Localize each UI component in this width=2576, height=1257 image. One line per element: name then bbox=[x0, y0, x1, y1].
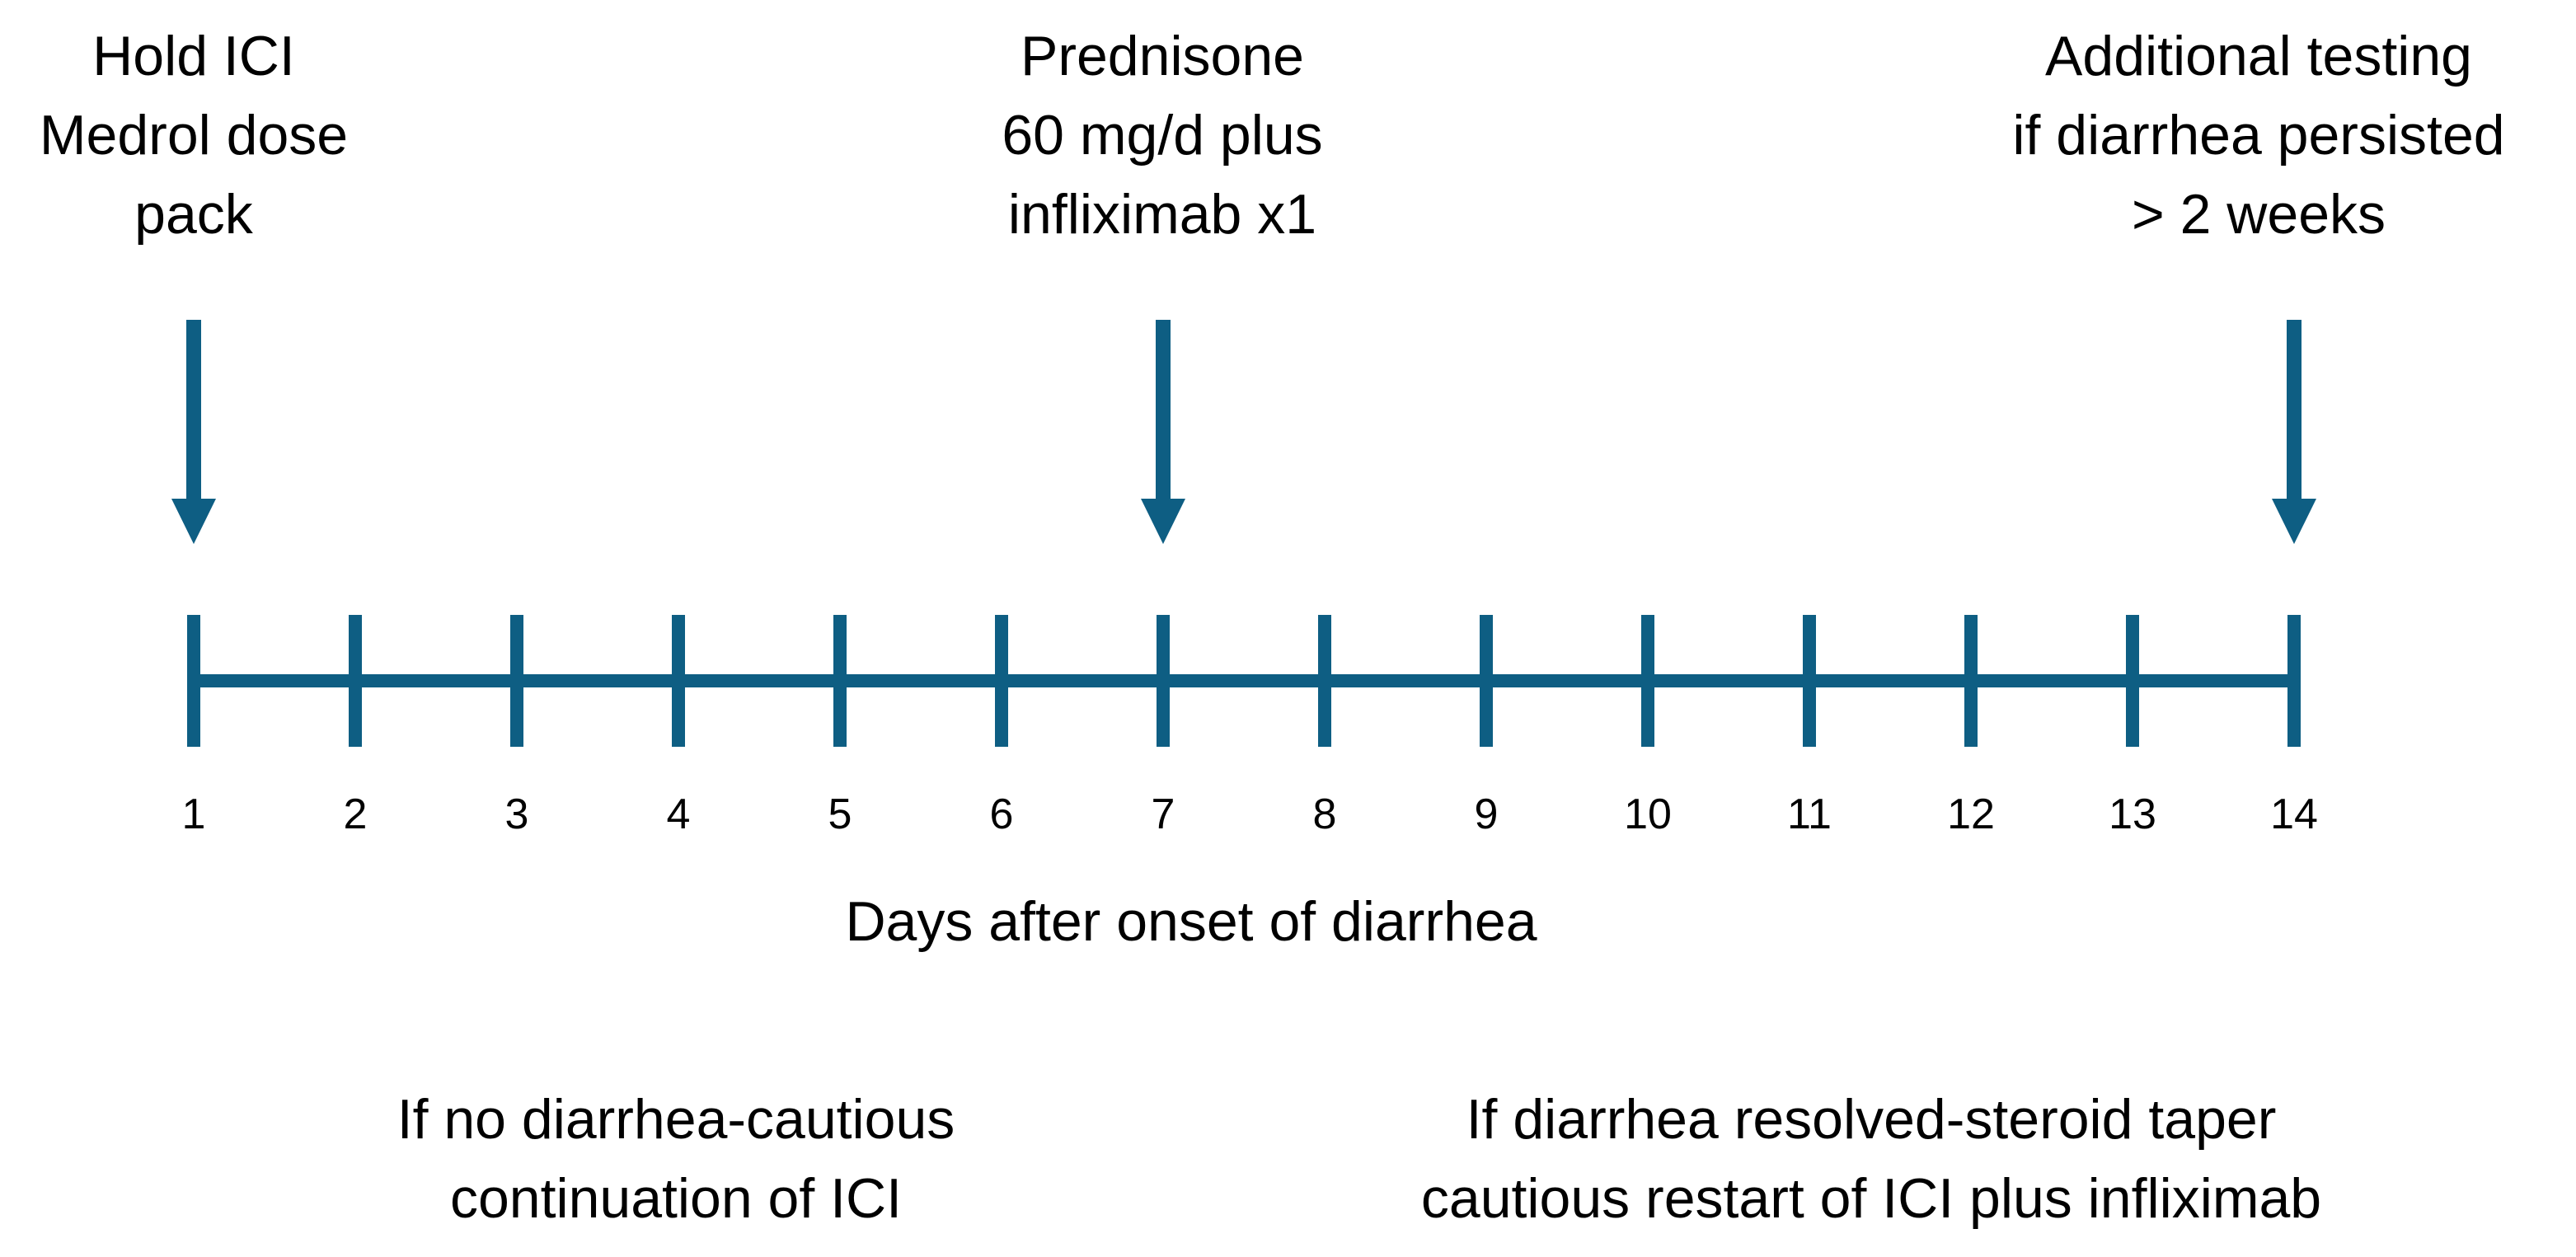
day-label: 7 bbox=[1152, 790, 1175, 838]
event-line: > 2 weeks bbox=[2131, 183, 2386, 246]
day-label: 2 bbox=[344, 790, 368, 838]
event-line: Additional testing bbox=[2045, 25, 2472, 87]
outcome-line: If no diarrhea-cautious bbox=[396, 1088, 955, 1151]
day-label: 1 bbox=[182, 790, 206, 838]
event-label-day-1: Hold ICI Medrol dose pack bbox=[0, 16, 387, 254]
outcome-no-diarrhea: If no diarrhea-cautious continuation of … bbox=[231, 1080, 1121, 1238]
arrow-down-icon bbox=[171, 499, 216, 544]
day-label: 12 bbox=[1947, 790, 1995, 838]
event-line: if diarrhea persisted bbox=[2012, 104, 2505, 167]
event-line: 60 mg/d plus bbox=[1002, 104, 1323, 167]
outcome-line: cautious restart of ICI plus infliximab bbox=[1420, 1167, 2322, 1230]
day-label: 3 bbox=[505, 790, 529, 838]
day-label: 13 bbox=[2109, 790, 2156, 838]
day-label: 4 bbox=[667, 790, 691, 838]
outcome-diarrhea-resolved: If diarrhea resolved-steroid taper cauti… bbox=[1286, 1080, 2456, 1238]
day-label: 11 bbox=[1787, 790, 1832, 838]
event-line: pack bbox=[134, 183, 253, 246]
day-label: 10 bbox=[1624, 790, 1672, 838]
axis-title: Days after onset of diarrhea bbox=[845, 890, 1537, 953]
event-line: Medrol dose bbox=[39, 104, 349, 167]
day-label: 8 bbox=[1313, 790, 1337, 838]
event-line: Hold ICI bbox=[92, 25, 295, 87]
event-line: infliximab x1 bbox=[1007, 183, 1317, 246]
event-line: Prednisone bbox=[1020, 25, 1305, 87]
day-label: 9 bbox=[1475, 790, 1499, 838]
arrow-down-icon bbox=[2272, 499, 2316, 544]
day-label: 5 bbox=[828, 790, 852, 838]
outcome-line: continuation of ICI bbox=[449, 1167, 903, 1230]
day-label: 6 bbox=[990, 790, 1014, 838]
event-label-day-7: Prednisone 60 mg/d plus infliximab x1 bbox=[915, 16, 1410, 254]
day-label: 14 bbox=[2270, 790, 2318, 838]
arrow-down-icon bbox=[1141, 499, 1185, 544]
event-label-day-14: Additional testing if diarrhea persisted… bbox=[1945, 16, 2572, 254]
outcome-line: If diarrhea resolved-steroid taper bbox=[1466, 1088, 2277, 1151]
